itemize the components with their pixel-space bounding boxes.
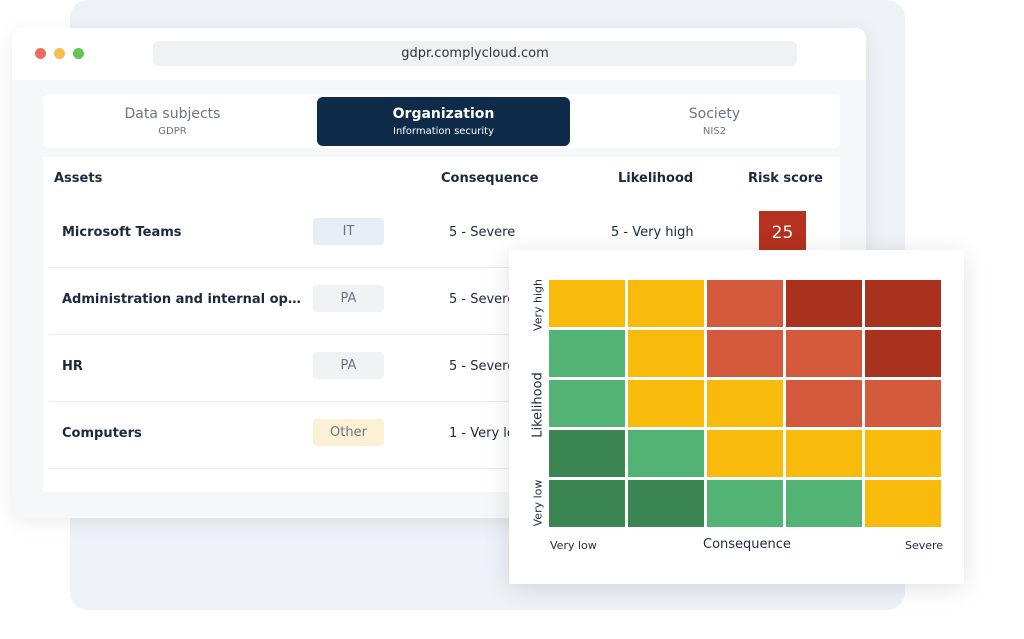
heatmap-cell (628, 380, 704, 427)
heatmap-card: Very high Likelihood Very low Very low C… (509, 250, 964, 584)
table-row[interactable]: Administration and internal op… PA 5 - Sev… (49, 268, 834, 335)
table-row[interactable]: HR PA 5 - Severe (49, 335, 834, 402)
heatmap-cell (786, 330, 862, 377)
heatmap-cell (707, 330, 783, 377)
heatmap-cell (628, 280, 704, 327)
x-low-label: Very low (550, 539, 597, 552)
heatmap-cell (707, 280, 783, 327)
heatmap-cell (786, 380, 862, 427)
x-axis-label: Consequence (703, 537, 791, 552)
x-high-label: Severe (905, 539, 944, 552)
consequence: 1 - Very low (449, 426, 526, 441)
asset-tag: PA (313, 352, 384, 379)
y-axis-label: Likelihood (530, 372, 546, 438)
asset-tag: IT (313, 218, 384, 245)
min-dot[interactable] (54, 48, 65, 59)
heatmap-cell (865, 280, 941, 327)
max-dot[interactable] (73, 48, 84, 59)
heatmap-cell (865, 330, 941, 377)
asset-name: Computers (62, 426, 142, 441)
url: gdpr.complycloud.com (401, 46, 549, 61)
tab-subtitle: NIS2 (702, 126, 727, 137)
table-row[interactable]: Computers Other 1 - Very low (49, 402, 834, 469)
url-bar[interactable]: gdpr.complycloud.com (153, 41, 797, 66)
tab-bar: Data subjects GDPR Organization Information… (43, 94, 840, 148)
tab-title: Society (688, 106, 741, 122)
column-header: Consequence (441, 171, 539, 186)
heatmap-cell (786, 280, 862, 327)
tab[interactable]: Organization Information security (317, 97, 570, 146)
asset-name: HR (62, 359, 83, 374)
consequence: 5 - Severe (449, 225, 516, 240)
asset-name: Administration and internal op… (62, 292, 301, 307)
tab-title: Organization (392, 106, 495, 122)
table-row[interactable]: Microsoft Teams IT 5 - Severe 5 - Very high… (49, 201, 834, 268)
asset-name: Microsoft Teams (62, 225, 182, 240)
column-header: Assets (54, 171, 103, 186)
heatmap-cell (786, 480, 862, 527)
heatmap-cell (549, 330, 625, 377)
tab[interactable]: Society NIS2 (588, 97, 841, 146)
heatmap-cell (786, 430, 862, 477)
heatmap-cell (707, 430, 783, 477)
heatmap-cell (628, 430, 704, 477)
asset-tag: PA (313, 285, 384, 312)
heatmap-cell (865, 430, 941, 477)
y-high-label: Very high (531, 279, 545, 331)
tab-subtitle: Information security (393, 126, 494, 137)
heatmap-cell (707, 480, 783, 527)
consequence: 5 - Severe (449, 359, 516, 374)
y-low-label: Very low (531, 479, 545, 527)
tab-title: Data subjects (124, 106, 221, 122)
heatmap-cell (549, 430, 625, 477)
heatmap-cell (865, 480, 941, 527)
tab-subtitle: GDPR (158, 126, 187, 137)
title-bar: gdpr.complycloud.com (12, 28, 866, 80)
heatmap-cell (628, 480, 704, 527)
asset-tag: Other (313, 419, 384, 446)
column-header: Likelihood (618, 171, 694, 186)
consequence: 5 - Severe (449, 292, 516, 307)
heatmap-cell (549, 280, 625, 327)
heatmap-cell (865, 380, 941, 427)
risk-score: 25 (759, 211, 806, 256)
heatmap-cell (549, 480, 625, 527)
close-dot[interactable] (35, 48, 46, 59)
column-header: Risk score (748, 171, 823, 186)
heatmap-cell (549, 380, 625, 427)
tab[interactable]: Data subjects GDPR (46, 97, 299, 146)
heatmap-cell (628, 330, 704, 377)
likelihood: 5 - Very high (611, 225, 694, 240)
heatmap-cell (707, 380, 783, 427)
